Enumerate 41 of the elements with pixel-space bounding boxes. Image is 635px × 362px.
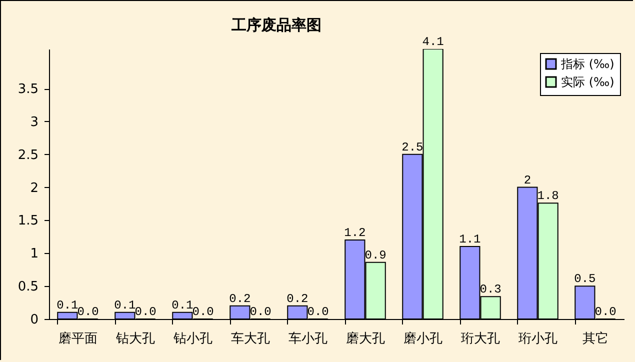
y-tick-label: 1.5 <box>18 214 38 229</box>
data-label: 1.2 <box>344 226 366 240</box>
data-label: 1.1 <box>459 232 481 247</box>
data-label: 0.0 <box>307 305 329 319</box>
y-tick-label: 3.5 <box>18 82 38 98</box>
chart-title: 工序废品率图 <box>230 16 322 34</box>
data-label: 0.1 <box>56 298 78 312</box>
data-label: 0.0 <box>134 305 156 319</box>
y-tick-label: 0 <box>30 312 38 328</box>
data-label: 0.9 <box>364 248 386 262</box>
data-label: 0.2 <box>229 292 251 306</box>
y-tick-label: 0.5 <box>18 280 38 295</box>
data-label: 0.1 <box>114 298 136 312</box>
x-tick-label: 钻大孔 <box>114 332 155 346</box>
data-label: 2 <box>524 173 532 188</box>
data-label: 2.5 <box>402 140 424 154</box>
y-tick-label: 2 <box>30 180 38 196</box>
x-tick-label: 车小孔 <box>288 332 328 346</box>
data-label: 0.1 <box>172 298 194 312</box>
y-tick-label: 2.5 <box>18 148 38 163</box>
y-tick-label: 1 <box>30 246 38 262</box>
x-tick-label: 其它 <box>582 330 608 346</box>
x-tick-label: 磨平面 <box>58 332 98 346</box>
legend-label: 实际 (‰) <box>561 75 614 89</box>
x-tick-label: 钻小孔 <box>172 332 212 346</box>
data-label: 1.8 <box>537 189 559 204</box>
data-label: 0.5 <box>574 272 596 286</box>
data-label: 0.0 <box>594 305 616 319</box>
x-tick-label: 磨大孔 <box>346 332 385 346</box>
y-tick-label: 3 <box>30 114 38 130</box>
data-label: 0.0 <box>77 305 99 319</box>
data-label: 0.3 <box>480 282 502 297</box>
x-tick-label: 珩小孔 <box>518 332 558 346</box>
x-tick-label: 车大孔 <box>230 332 270 346</box>
x-tick-label: 珩大孔 <box>460 332 500 346</box>
data-label: 0.2 <box>286 292 308 306</box>
legend-label: 指标 (‰) <box>560 57 614 71</box>
x-tick-label: 磨小孔 <box>403 332 442 346</box>
data-label: 0.0 <box>250 305 272 319</box>
data-label: 4.1 <box>422 35 444 49</box>
data-label: 0.0 <box>192 305 214 319</box>
